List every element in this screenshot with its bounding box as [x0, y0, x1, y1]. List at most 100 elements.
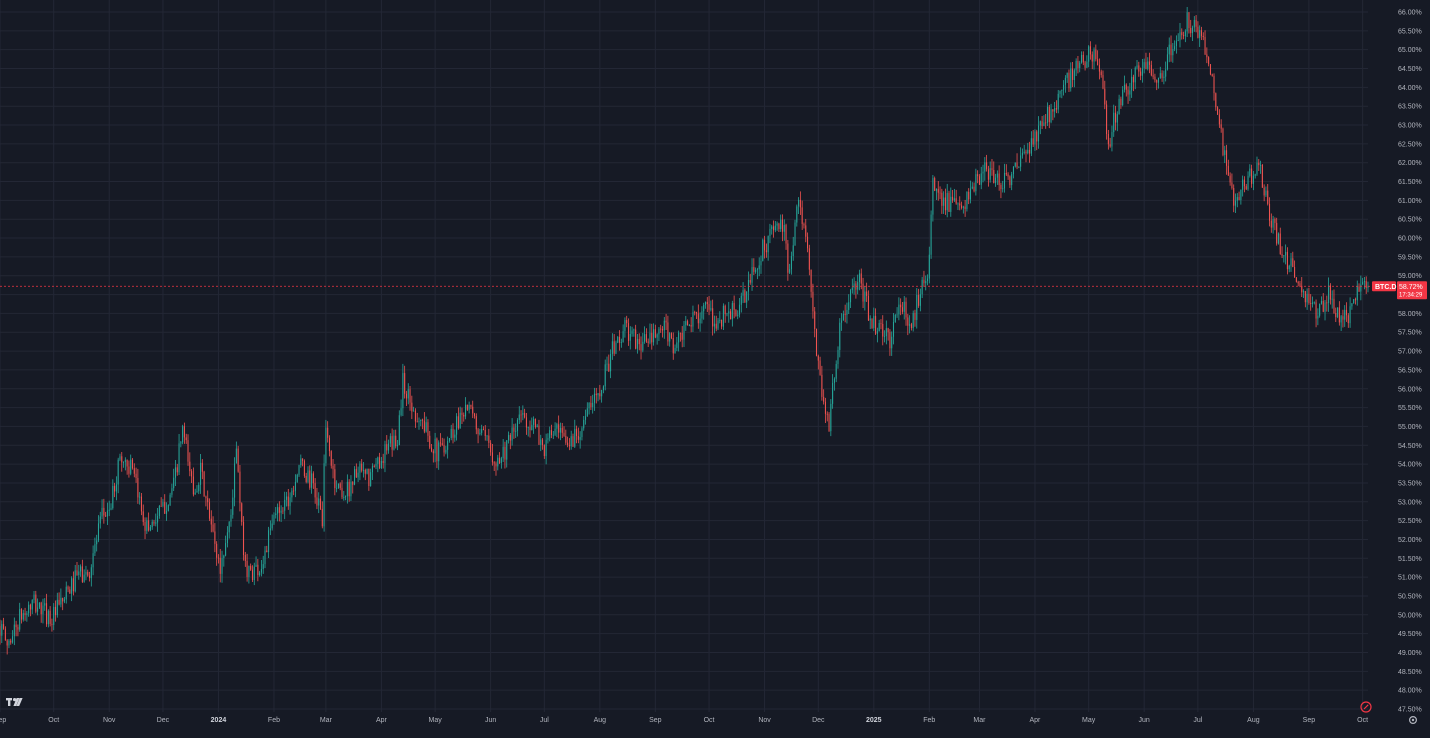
- candle-body: [105, 515, 107, 517]
- x-tick-label: Feb: [923, 717, 935, 724]
- candle-body: [1234, 200, 1237, 206]
- candle-body: [601, 390, 603, 397]
- candle-body: [948, 193, 950, 212]
- candle-body: [157, 515, 159, 523]
- candle-body: [35, 594, 37, 612]
- candle-body: [901, 307, 903, 312]
- candle-body: [798, 199, 800, 207]
- candle-body: [382, 460, 384, 463]
- candle-body: [1249, 168, 1251, 176]
- candle-body: [921, 279, 923, 295]
- candle-body: [165, 510, 168, 514]
- x-tick-label: Oct: [48, 717, 59, 724]
- candle-body: [1326, 302, 1328, 304]
- candle-body: [472, 406, 474, 414]
- x-tick-label: Apr: [376, 717, 388, 724]
- x-axis[interactable]: Sep Oct Nov Dec 2024 Feb Mar Apr May Jun Jul Aug Sep…: [0, 717, 1368, 724]
- candle-body: [278, 507, 280, 513]
- candle-body: [538, 425, 540, 445]
- candle-body: [454, 434, 456, 438]
- candle-body: [101, 507, 103, 517]
- candle-body: [959, 203, 961, 206]
- candle-body: [493, 462, 495, 464]
- candle-body: [1068, 72, 1070, 89]
- candle-body: [1184, 31, 1186, 37]
- candle-body: [860, 273, 862, 284]
- y-axis[interactable]: 66.00% 65.50% 65.00% 64.50% 64.00% 63.50% 63.0…: [1398, 10, 1422, 714]
- y-tick-label: 54.50%: [1398, 443, 1422, 450]
- candle-body: [502, 446, 504, 459]
- candle-body: [604, 364, 606, 387]
- candle-body: [513, 427, 515, 432]
- candle-body: [792, 245, 794, 257]
- candle-body: [1218, 114, 1220, 125]
- candle-body: [576, 428, 578, 436]
- candle-body: [207, 498, 209, 503]
- compass-icon[interactable]: [1360, 701, 1372, 713]
- y-tick-label: 61.00%: [1398, 198, 1422, 205]
- candle-body: [896, 314, 898, 316]
- candle-body: [1073, 70, 1075, 80]
- candle-body: [780, 219, 782, 230]
- candle-body: [40, 602, 42, 615]
- candle-body: [1268, 203, 1271, 221]
- x-tick-label: Jun: [485, 717, 496, 724]
- candle-body: [1281, 253, 1283, 256]
- candle-body: [1127, 89, 1129, 95]
- candle-body: [1283, 255, 1285, 257]
- candle-body: [246, 560, 248, 577]
- candle-body: [522, 413, 524, 415]
- candle-body: [1037, 125, 1040, 142]
- candle-body: [552, 434, 554, 436]
- candle-body: [26, 613, 28, 615]
- candle-body: [486, 435, 488, 437]
- candle-body: [4, 628, 6, 641]
- candle-body: [1172, 49, 1174, 56]
- candle-body: [531, 424, 533, 430]
- candle-body: [1290, 258, 1292, 266]
- candle-body: [148, 520, 150, 531]
- y-tick-label: 66.00%: [1398, 10, 1422, 17]
- candle-body: [205, 496, 207, 499]
- x-tick-label: Apr: [1029, 717, 1041, 724]
- y-tick-label: 62.00%: [1398, 160, 1422, 167]
- candle-body: [884, 336, 886, 337]
- candle-body: [746, 291, 748, 303]
- candle-body: [1157, 78, 1160, 83]
- candle-body: [203, 471, 205, 497]
- candle-body: [515, 430, 517, 432]
- candle-body: [191, 471, 193, 477]
- candle-body: [875, 315, 877, 334]
- candle-body: [615, 342, 617, 354]
- candle-body: [1143, 62, 1145, 69]
- candle-body: [499, 457, 501, 464]
- candle-body: [228, 521, 230, 533]
- candle-body: [796, 206, 798, 223]
- candle-body: [758, 265, 760, 270]
- candle-body: [1059, 90, 1061, 94]
- candle-body: [749, 280, 751, 283]
- candle-body: [1193, 19, 1195, 28]
- candle-body: [10, 640, 12, 643]
- candle-body: [230, 514, 232, 522]
- candle-body: [1252, 175, 1254, 184]
- candle-body: [1301, 285, 1303, 293]
- candle-body: [404, 373, 406, 394]
- candle-body: [1220, 124, 1222, 129]
- candle-body: [1039, 121, 1041, 126]
- candle-body: [239, 471, 241, 504]
- candle-body: [986, 162, 988, 170]
- candle-body: [1261, 165, 1263, 188]
- candle-body: [210, 518, 212, 525]
- tradingview-logo-icon[interactable]: [6, 698, 23, 706]
- candle-body: [208, 502, 211, 519]
- gear-icon[interactable]: [1408, 715, 1418, 725]
- candle-body: [1265, 190, 1267, 196]
- candle-body: [1055, 108, 1057, 110]
- candle-body: [830, 403, 832, 432]
- candle-body: [995, 177, 997, 183]
- candle-body: [964, 206, 966, 209]
- candle-body: [559, 427, 561, 433]
